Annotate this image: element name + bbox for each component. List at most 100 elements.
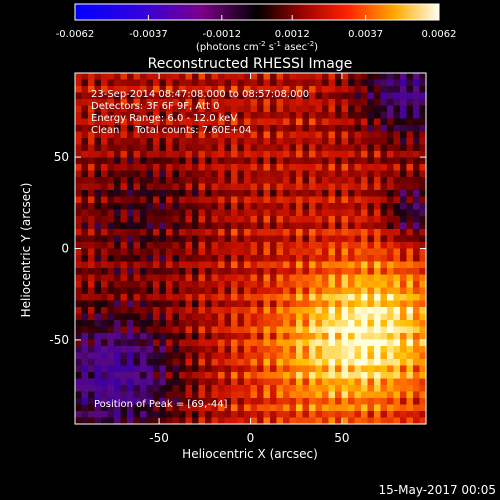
heatmap-cell [354,385,362,393]
heatmap-cell [413,346,421,354]
heatmap-cell [231,170,239,178]
heatmap-cell [400,157,408,165]
heatmap-cell [224,411,232,419]
heatmap-cell [380,307,388,315]
heatmap-cell [341,73,349,81]
heatmap-cell [354,177,362,185]
heatmap-cell [211,294,219,302]
heatmap-cell [101,294,109,302]
heatmap-cell [309,177,317,185]
heatmap-cell [192,203,200,211]
heatmap-cell [276,105,284,113]
heatmap-cell [192,391,200,399]
heatmap-cell [159,164,167,172]
heatmap-cell [296,248,304,256]
heatmap-cell [406,170,414,178]
heatmap-cell [88,92,96,100]
heatmap-cell [120,170,128,178]
heatmap-cell [172,216,180,224]
heatmap-cell [211,229,219,237]
heatmap-cell [81,99,89,107]
heatmap-cell [335,326,343,334]
heatmap-cell [159,313,167,321]
heatmap-cell [133,417,141,425]
heatmap-cell [146,326,154,334]
heatmap-cell [270,164,278,172]
heatmap-cell [172,372,180,380]
heatmap-cell [88,79,96,87]
heatmap-cell [296,105,304,113]
heatmap-cell [140,177,148,185]
heatmap-cell [250,222,258,230]
heatmap-cell [302,73,310,81]
heatmap-cell [354,79,362,87]
heatmap-cell [231,365,239,373]
heatmap-cell [146,281,154,289]
heatmap-cell [302,105,310,113]
heatmap-cell [211,190,219,198]
heatmap-cell [185,333,193,341]
heatmap-cell [179,92,187,100]
heatmap-cell [166,144,174,152]
heatmap-cell [250,391,258,399]
heatmap-cell [146,385,154,393]
heatmap-cell [192,92,200,100]
heatmap-cell [81,86,89,94]
heatmap-cell [81,320,89,328]
heatmap-cell [374,209,382,217]
heatmap-cell [133,378,141,386]
heatmap-cell [166,73,174,81]
heatmap-cell [127,248,135,256]
heatmap-cell [328,261,336,269]
heatmap-cell [309,190,317,198]
heatmap-cell [179,216,187,224]
heatmap-cell [276,313,284,321]
heatmap-cell [133,385,141,393]
heatmap-cell [198,268,206,276]
heatmap-cell [263,216,271,224]
heatmap-cell [367,352,375,360]
heatmap-cell [192,261,200,269]
heatmap-cell [101,352,109,360]
heatmap-cell [218,339,226,347]
heatmap-cell [328,346,336,354]
heatmap-cell [185,118,193,126]
heatmap-cell [393,125,401,133]
heatmap-cell [159,235,167,243]
heatmap-cell [133,131,141,139]
heatmap-cell [302,222,310,230]
heatmap-cell [302,151,310,159]
heatmap-cell [289,164,297,172]
heatmap-cell [114,326,122,334]
heatmap-cell [114,144,122,152]
heatmap-cell [400,170,408,178]
heatmap-cell [387,86,395,94]
heatmap-cell [120,352,128,360]
heatmap-cell [406,73,414,81]
heatmap-cell [159,203,167,211]
heatmap-cell [400,417,408,425]
heatmap-cell [250,365,258,373]
heatmap-cell [166,417,174,425]
heatmap-cell [413,398,421,406]
heatmap-cell [224,99,232,107]
heatmap-cell [393,300,401,308]
heatmap-cell [263,372,271,380]
heatmap-cell [101,229,109,237]
heatmap-cell [328,339,336,347]
heatmap-cell [127,209,135,217]
heatmap-cell [231,164,239,172]
heatmap-cell [348,391,356,399]
heatmap-cell [335,229,343,237]
heatmap-cell [107,235,115,243]
heatmap-cell [146,190,154,198]
heatmap-cell [315,151,323,159]
heatmap-cell [244,359,252,367]
heatmap-cell [224,203,232,211]
heatmap-cell [172,183,180,191]
heatmap-cell [341,326,349,334]
heatmap-cell [250,352,258,360]
heatmap-cell [263,326,271,334]
heatmap-cell [192,79,200,87]
heatmap-cell [120,359,128,367]
